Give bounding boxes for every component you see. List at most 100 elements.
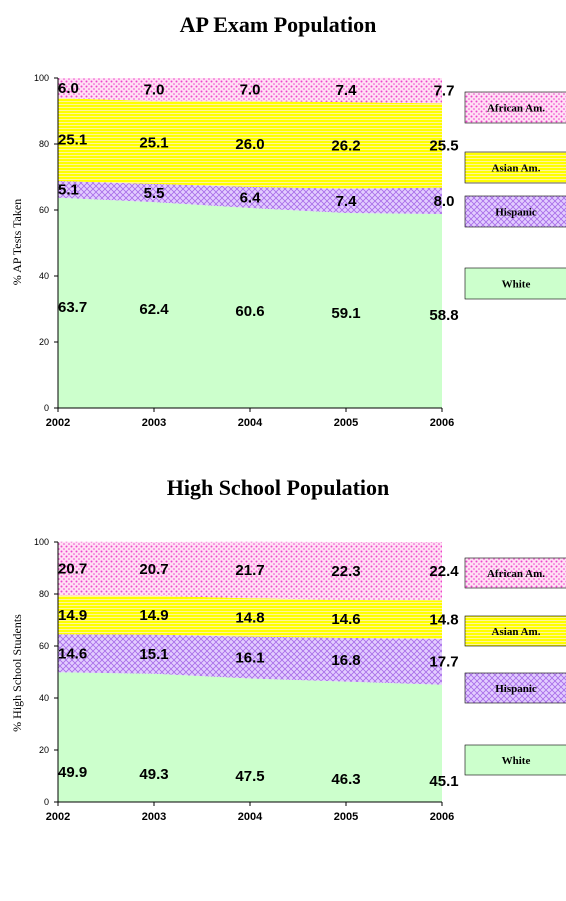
y-tick-label: 40 bbox=[39, 271, 49, 281]
data-label-hispanic: 6.4 bbox=[240, 189, 262, 206]
data-label-white: 49.3 bbox=[139, 766, 168, 783]
x-tick-label: 2004 bbox=[238, 811, 263, 823]
chart-title: High School Population bbox=[167, 475, 390, 500]
area-african-am bbox=[58, 77, 442, 104]
data-label-african-am: 20.7 bbox=[58, 561, 87, 578]
high-school-chart: High School Population % High School Stu… bbox=[10, 475, 566, 823]
data-label-african-am: 6.0 bbox=[58, 80, 79, 97]
area-white bbox=[58, 672, 442, 802]
legend-item-asian-am: Asian Am. bbox=[464, 151, 566, 184]
data-label-hispanic: 5.5 bbox=[144, 185, 165, 202]
data-label-white: 46.3 bbox=[331, 771, 360, 788]
area-asian-am bbox=[58, 595, 442, 639]
area-african-am bbox=[58, 541, 442, 601]
data-label-african-am: 21.7 bbox=[235, 562, 264, 579]
y-tick-label: 40 bbox=[39, 693, 49, 703]
data-label-asian-am: 25.1 bbox=[139, 135, 168, 152]
x-tick-label: 2003 bbox=[142, 811, 166, 823]
legend-item-african-am: African Am. bbox=[464, 91, 566, 124]
data-label-white: 59.1 bbox=[331, 305, 360, 322]
legend-item-white: White bbox=[464, 267, 566, 300]
legend-label: African Am. bbox=[487, 568, 545, 580]
data-label-hispanic: 7.4 bbox=[336, 193, 358, 210]
legend-swatch bbox=[464, 91, 566, 124]
legend: African Am. Asian Am. Hispanic White bbox=[464, 557, 566, 776]
x-tick-label: 2005 bbox=[334, 417, 358, 429]
data-label-african-am: 7.0 bbox=[144, 82, 165, 99]
legend-swatch bbox=[464, 557, 566, 589]
x-tick-label: 2006 bbox=[430, 811, 454, 823]
legend-item-african-am: African Am. bbox=[464, 557, 566, 589]
x-tick-label: 2003 bbox=[142, 417, 166, 429]
data-label-african-am: 7.4 bbox=[336, 82, 358, 99]
data-label-white: 45.1 bbox=[429, 773, 458, 790]
plot-area bbox=[58, 541, 442, 802]
legend-label: Hispanic bbox=[495, 207, 537, 219]
legend-swatch bbox=[464, 672, 566, 704]
data-label-african-am: 22.4 bbox=[429, 563, 459, 580]
x-tick-label: 2004 bbox=[238, 417, 263, 429]
data-label-asian-am: 14.9 bbox=[139, 607, 168, 624]
data-label-hispanic: 17.7 bbox=[429, 654, 458, 671]
data-labels: 49.9 49.3 47.5 46.3 45.1 14.6 15.1 16.1 16.8 17.7… bbox=[58, 561, 459, 790]
y-tick-label: 100 bbox=[34, 73, 49, 83]
data-label-asian-am: 14.6 bbox=[331, 611, 360, 628]
data-label-hispanic: 16.1 bbox=[235, 650, 264, 667]
data-label-african-am: 20.7 bbox=[139, 561, 168, 578]
legend-label: Hispanic bbox=[495, 683, 537, 695]
axes: 0 20 40 60 80 100 2002 2003 2004 2005 2006 bbox=[34, 73, 454, 429]
y-tick-label: 0 bbox=[44, 797, 49, 807]
data-label-african-am: 7.0 bbox=[240, 82, 261, 99]
axes: 0 20 40 60 80 100 2002 2003 2004 2005 2006 bbox=[34, 537, 454, 823]
legend-swatch bbox=[464, 195, 566, 228]
data-label-white: 62.4 bbox=[139, 301, 169, 318]
data-label-asian-am: 25.5 bbox=[429, 137, 458, 154]
x-tick-label: 2002 bbox=[46, 417, 70, 429]
legend-label: White bbox=[502, 279, 531, 291]
data-label-white: 47.5 bbox=[235, 768, 264, 785]
y-tick-label: 20 bbox=[39, 337, 49, 347]
y-tick-label: 60 bbox=[39, 205, 49, 215]
data-label-asian-am: 26.2 bbox=[331, 137, 360, 154]
data-label-hispanic: 16.8 bbox=[331, 652, 360, 669]
data-label-white: 49.9 bbox=[58, 764, 87, 781]
legend-swatch bbox=[464, 615, 566, 647]
legend-item-asian-am: Asian Am. bbox=[464, 615, 566, 647]
legend-item-white: White bbox=[464, 744, 566, 776]
ap-exam-chart: AP Exam Population % AP Tests Taken 0 20 4… bbox=[10, 12, 566, 429]
legend-swatch bbox=[464, 151, 566, 184]
legend-label: White bbox=[502, 755, 531, 767]
data-label-white: 60.6 bbox=[235, 303, 264, 320]
y-tick-label: 0 bbox=[44, 403, 49, 413]
data-label-african-am: 22.3 bbox=[331, 563, 360, 580]
plot-area bbox=[58, 77, 442, 408]
data-label-asian-am: 25.1 bbox=[58, 132, 87, 149]
y-tick-label: 80 bbox=[39, 139, 49, 149]
legend-item-hispanic: Hispanic bbox=[464, 195, 566, 228]
y-tick-label: 100 bbox=[34, 537, 49, 547]
legend-swatch bbox=[464, 267, 566, 300]
data-label-asian-am: 14.8 bbox=[429, 611, 458, 628]
legend-item-hispanic: Hispanic bbox=[464, 672, 566, 704]
legend-label: Asian Am. bbox=[492, 626, 541, 638]
x-tick-label: 2005 bbox=[334, 811, 358, 823]
y-tick-label: 20 bbox=[39, 745, 49, 755]
area-hispanic bbox=[58, 634, 442, 685]
legend-label: Asian Am. bbox=[492, 163, 541, 175]
data-label-asian-am: 14.9 bbox=[58, 607, 87, 624]
data-labels: 63.7 62.4 60.6 59.1 58.8 5.1 5.5 6.4 7.4 8.0 25.1 2… bbox=[58, 80, 459, 324]
data-label-hispanic: 14.6 bbox=[58, 645, 87, 662]
y-axis-label: % AP Tests Taken bbox=[10, 199, 24, 285]
legend-label: African Am. bbox=[487, 103, 545, 115]
y-tick-label: 80 bbox=[39, 589, 49, 599]
legend-swatch bbox=[464, 744, 566, 776]
data-label-hispanic: 5.1 bbox=[58, 181, 79, 198]
area-asian-am bbox=[58, 98, 442, 189]
data-label-white: 63.7 bbox=[58, 299, 87, 316]
data-label-white: 58.8 bbox=[429, 307, 458, 324]
data-label-asian-am: 26.0 bbox=[235, 136, 264, 153]
data-label-hispanic: 15.1 bbox=[139, 646, 168, 663]
x-tick-label: 2002 bbox=[46, 811, 70, 823]
area-hispanic bbox=[58, 181, 442, 214]
